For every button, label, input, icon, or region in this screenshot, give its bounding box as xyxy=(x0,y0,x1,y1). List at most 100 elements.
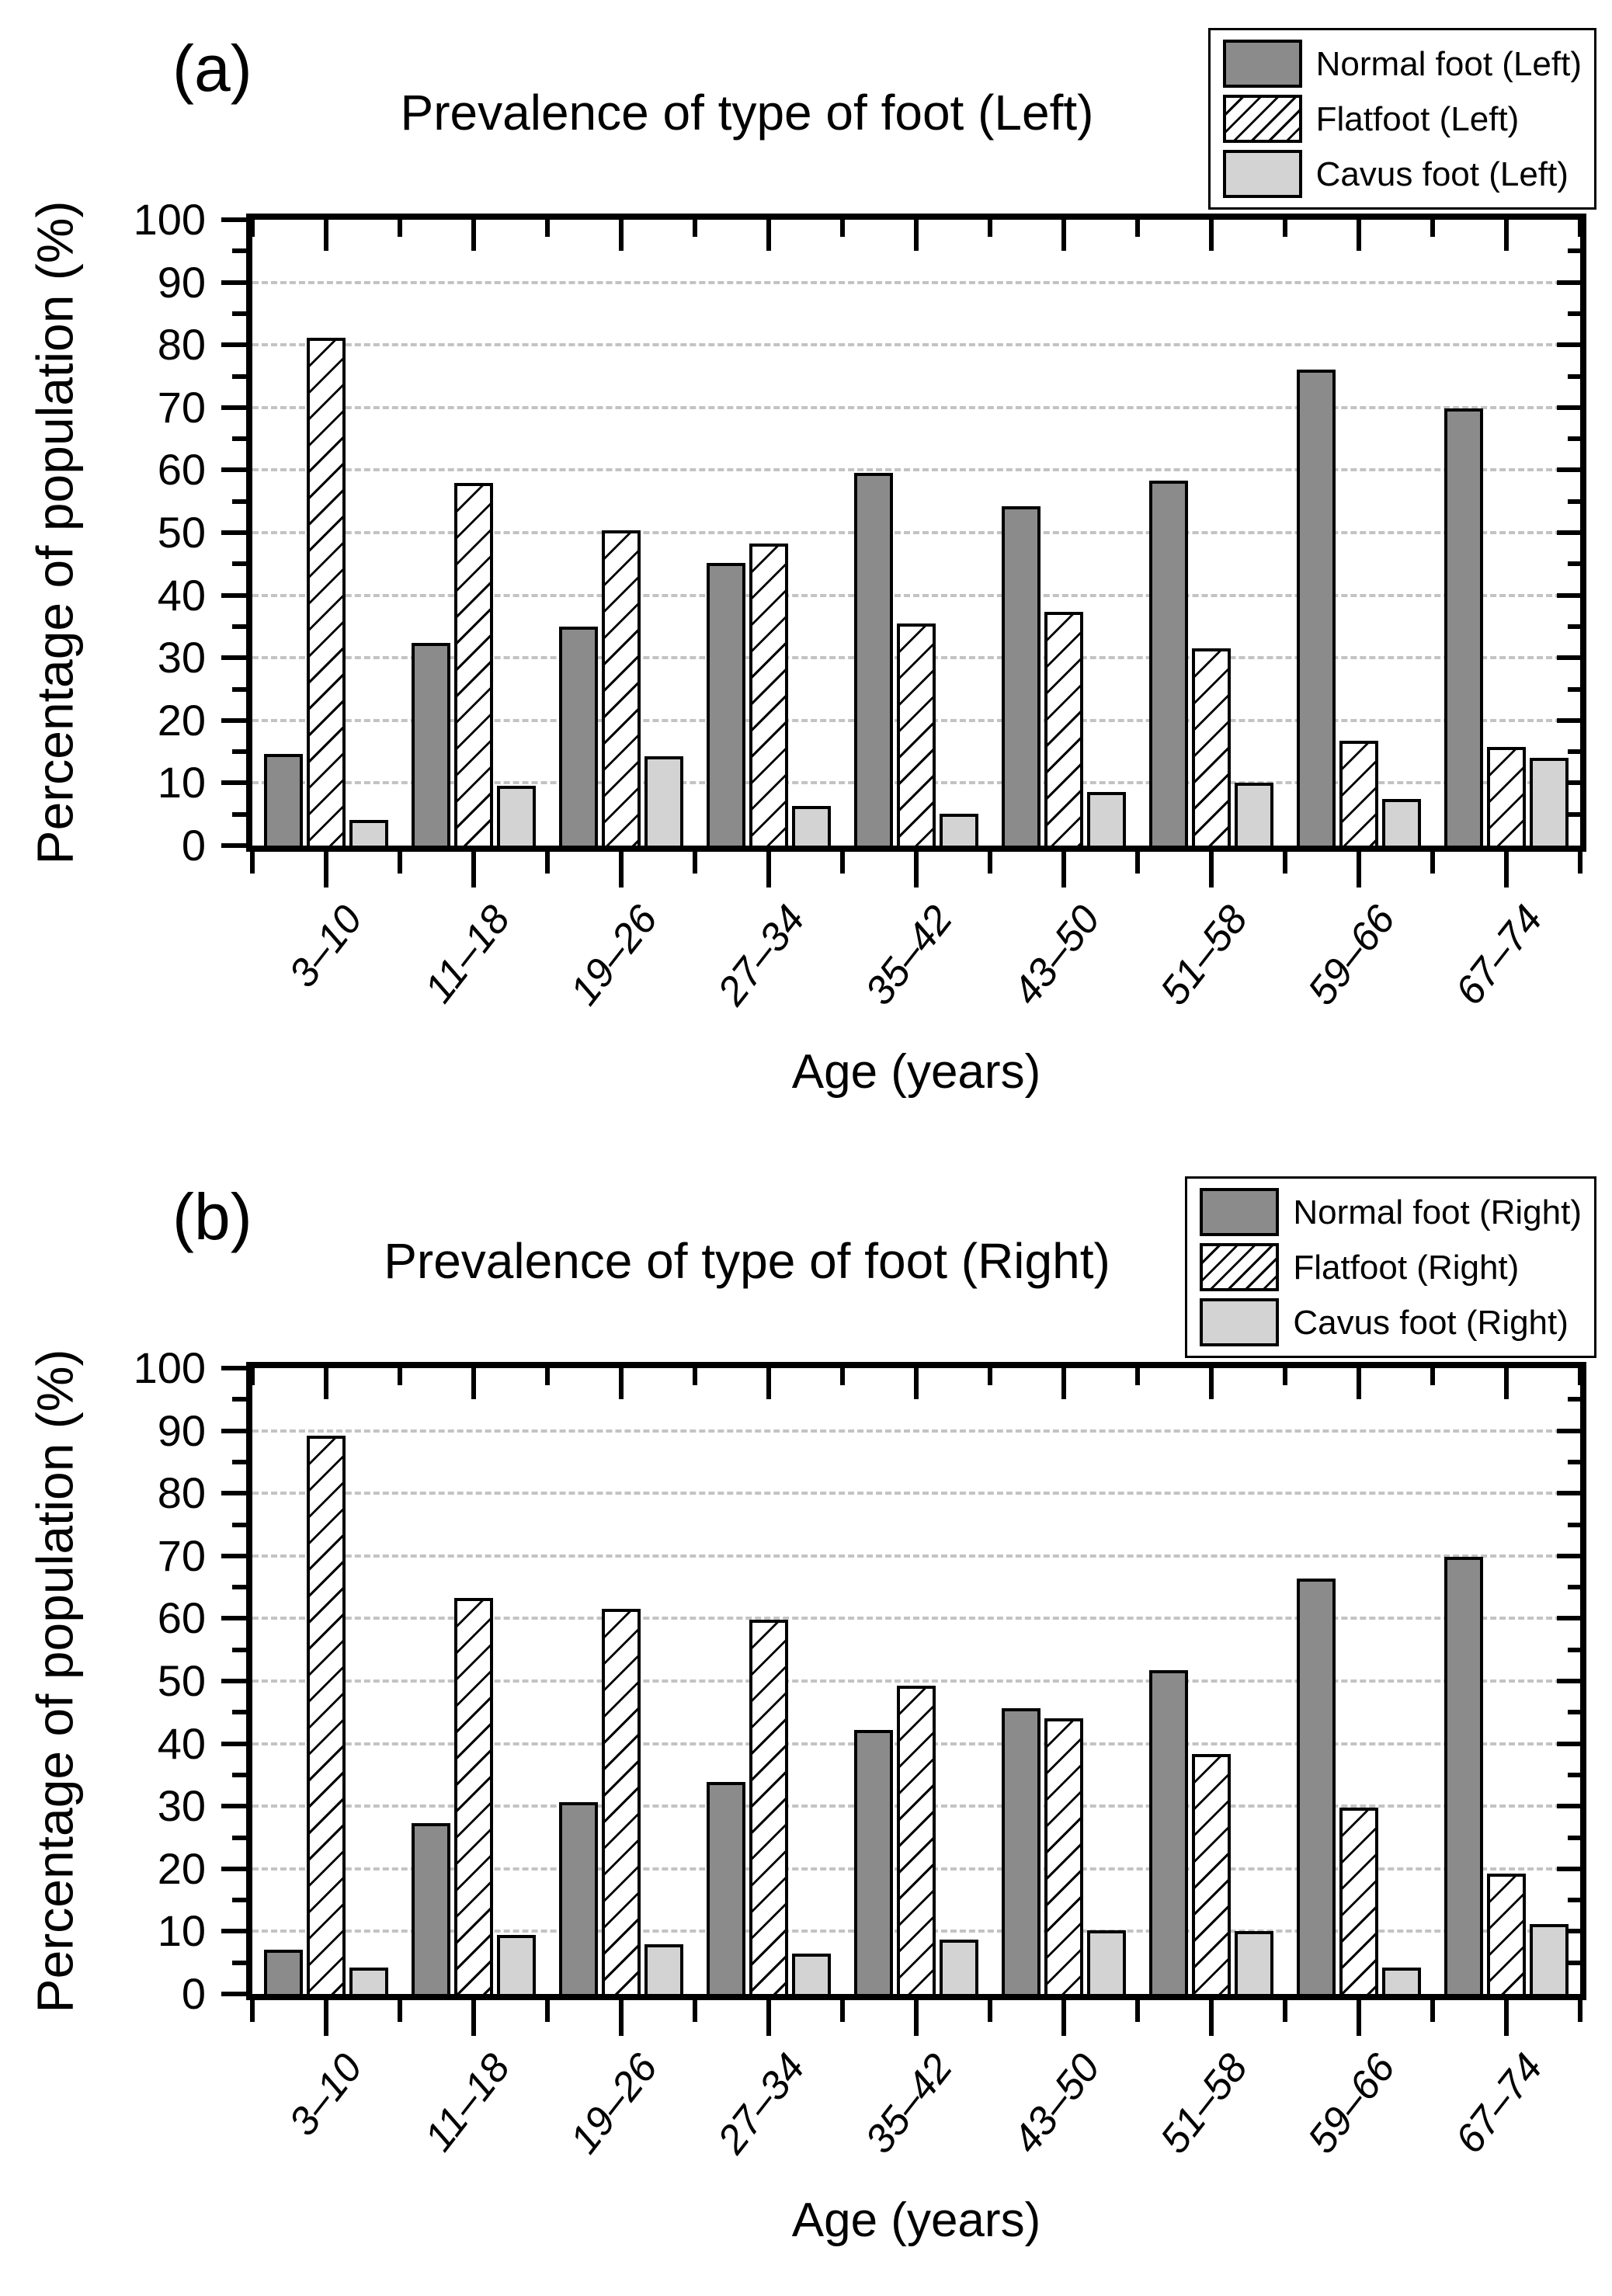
panel-label-a: (a) xyxy=(172,32,252,105)
y-axis-tick-major xyxy=(221,467,246,473)
x-category-label-text: 19–26 xyxy=(561,2045,667,2162)
y-tick-label: 90 xyxy=(157,1405,206,1455)
legend-label: Flatfoot (Right) xyxy=(1293,1248,1520,1287)
y-axis-tick-major xyxy=(221,1992,246,1996)
x-axis-tick-top-minor xyxy=(1135,220,1140,237)
gridline xyxy=(252,1617,1580,1620)
x-axis-tick-top-minor xyxy=(545,1368,550,1385)
legend-item-cavus-foot: Cavus foot (Left) xyxy=(1222,150,1582,198)
y-axis-tick-major xyxy=(221,405,246,410)
x-axis-tick-major xyxy=(619,852,624,887)
x-axis-tick-minor xyxy=(250,2000,255,2022)
y-axis-tick-right xyxy=(1557,467,1580,473)
plot-inner: 0 10 20 30 40 50 60 70 80 90 100 3–10 11–18 19–26 27–3… xyxy=(134,195,1582,1013)
y-axis-tick-major xyxy=(221,1428,246,1433)
y-axis-tick-right xyxy=(1557,1929,1580,1934)
bar-flatfoot xyxy=(749,1620,788,1994)
y-axis-tick-minor xyxy=(232,1459,246,1464)
y-axis-tick-minor xyxy=(232,1585,246,1590)
y-axis-tick-right xyxy=(1557,1428,1580,1433)
legend-swatch-normal-foot xyxy=(1200,1188,1280,1236)
gridline xyxy=(252,1554,1580,1558)
bar-normal-foot xyxy=(854,472,894,846)
y-axis-tick-right xyxy=(1568,1772,1580,1777)
y-tick-label: 10 xyxy=(157,758,206,808)
y-axis-tick-right xyxy=(1557,717,1580,723)
y-axis-tick-right xyxy=(1568,749,1580,755)
x-axis-tick-top-major xyxy=(1504,220,1509,251)
bar-flatfoot xyxy=(307,1436,346,1994)
y-tick-label: 60 xyxy=(157,445,206,495)
bar-flatfoot xyxy=(602,1609,641,1994)
bar-flatfoot xyxy=(1487,747,1526,846)
y-tick-label: 50 xyxy=(157,508,206,557)
x-axis-tick-minor xyxy=(1283,2000,1287,2022)
y-axis-tick-right xyxy=(1557,530,1580,535)
bar-flatfoot xyxy=(897,1686,936,1994)
y-axis-tick-minor xyxy=(232,498,246,504)
y-tick-label: 10 xyxy=(157,1906,206,1956)
y-axis-tick-right xyxy=(1557,342,1580,348)
gridline xyxy=(252,1429,1580,1433)
x-axis-title: Age (years) xyxy=(791,2194,1041,2247)
x-axis-tick-top-major xyxy=(766,1368,771,1399)
y-axis-tick-right xyxy=(1568,248,1580,254)
legend: Normal foot (Left) Flatfoot (Left) Cavus… xyxy=(1207,28,1596,210)
bar-flatfoot xyxy=(1192,648,1231,846)
y-axis-tick-minor xyxy=(232,561,246,567)
y-axis-tick-minor xyxy=(232,811,246,817)
bar-cavus-foot xyxy=(1529,1923,1569,1994)
y-axis-tick-major xyxy=(221,1616,246,1621)
bar-flatfoot xyxy=(454,482,493,846)
x-axis-tick-top-major xyxy=(914,220,919,251)
y-tick-label: 90 xyxy=(157,257,206,307)
bar-flatfoot xyxy=(1044,1718,1083,1994)
legend-swatch-flatfoot xyxy=(1200,1243,1280,1291)
y-axis-tick-right xyxy=(1568,373,1580,379)
y-axis-tick-major xyxy=(221,1491,246,1496)
y-tick-label: 0 xyxy=(181,1969,206,2018)
y-axis-tick-major xyxy=(221,1741,246,1746)
x-axis-tick-top-minor xyxy=(1430,1368,1435,1385)
y-tick-label: 70 xyxy=(157,382,206,432)
y-axis-tick-right xyxy=(1568,623,1580,629)
y-axis-tick-right xyxy=(1568,561,1580,567)
y-axis-tick-major xyxy=(221,530,246,535)
x-axis-tick-top-minor xyxy=(840,1368,845,1385)
x-axis-tick-top-minor xyxy=(1578,220,1582,237)
x-axis-tick-top-major xyxy=(471,1368,476,1399)
bar-cavus-foot xyxy=(496,786,536,846)
bar-normal-foot xyxy=(412,1822,451,1994)
legend-label: Cavus foot (Left) xyxy=(1315,155,1569,193)
y-axis-tick-minor xyxy=(232,373,246,379)
x-axis-tick-major xyxy=(471,852,476,887)
y-axis-tick-major xyxy=(221,342,246,348)
legend-item-cavus-foot: Cavus foot (Right) xyxy=(1200,1298,1582,1346)
y-axis-tick-right xyxy=(1568,1898,1580,1903)
x-axis-tick-top-major xyxy=(1209,220,1214,251)
legend-swatch-cavus-foot xyxy=(1222,150,1302,198)
bar-normal-foot xyxy=(559,626,599,846)
x-category-label-text: 43–50 xyxy=(1004,897,1110,1014)
x-category-label-text: 11–18 xyxy=(416,897,519,1012)
bar-normal-foot xyxy=(707,562,746,846)
x-axis-tick-major xyxy=(1061,2000,1066,2036)
x-axis-tick-top-minor xyxy=(1135,1368,1140,1385)
bar-normal-foot xyxy=(264,1949,304,1994)
y-axis-tick-major xyxy=(221,843,246,848)
x-axis-tick-major xyxy=(1357,2000,1361,2036)
y-axis-tick-right xyxy=(1557,1866,1580,1871)
x-axis-tick-minor xyxy=(545,852,550,874)
x-axis-tick-major xyxy=(1504,852,1509,887)
x-category-label-text: 51–58 xyxy=(1152,897,1257,1014)
bar-flatfoot xyxy=(1339,741,1378,846)
x-axis-tick-major xyxy=(1209,852,1214,887)
bar-flatfoot xyxy=(1487,1874,1526,1994)
x-axis-tick-major xyxy=(766,2000,771,2036)
y-tick-label: 60 xyxy=(157,1593,206,1643)
legend-swatch-cavus-foot xyxy=(1200,1298,1280,1346)
bar-normal-foot xyxy=(1002,1708,1041,1994)
y-axis-tick-minor xyxy=(232,311,246,316)
y-axis-tick-minor xyxy=(232,1960,246,1965)
y-tick-label: 0 xyxy=(181,821,206,870)
